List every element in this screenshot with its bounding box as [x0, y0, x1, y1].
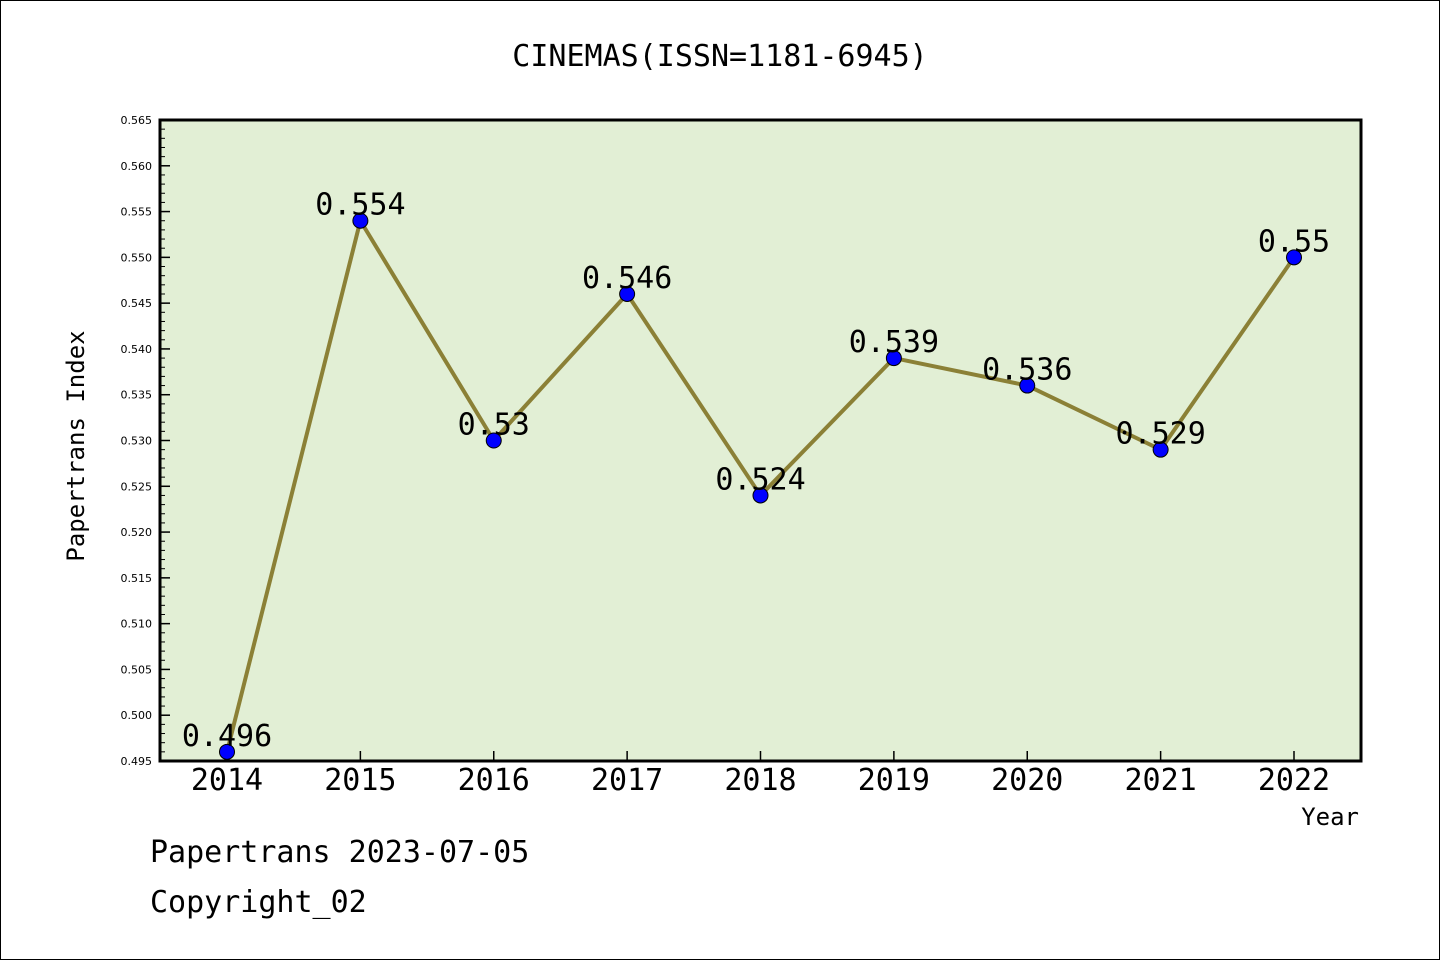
footer-copyright-line: Copyright_02 [150, 885, 367, 920]
data-point [219, 743, 235, 760]
x-tick-label: 2017 [591, 763, 663, 798]
y-tick-label: 0.550 [121, 251, 153, 264]
data-point [885, 350, 902, 367]
data-label: 0.53 [458, 408, 530, 443]
y-tick-label: 0.510 [121, 618, 153, 631]
y-tick-label: 0.500 [121, 709, 153, 722]
data-label: 0.529 [1115, 417, 1205, 452]
plot-border [158, 118, 1363, 763]
data-label: 0.536 [982, 353, 1072, 388]
x-axis-ticks: 2014 2015 2016 2017 2018 2019 2020 2021 2022 [191, 751, 1330, 798]
data-label: 0.55 [1258, 224, 1330, 259]
chart-title: CINEMAS(ISSN=1181-6945) [512, 39, 927, 74]
data-point [485, 432, 502, 449]
y-tick-label: 0.530 [121, 435, 153, 448]
data-point [1152, 441, 1169, 458]
data-label: 0.554 [315, 188, 405, 223]
x-axis-label: Year [1301, 803, 1359, 831]
x-tick-label: 2019 [858, 763, 930, 798]
x-tick-label: 2020 [991, 763, 1063, 798]
data-label: 0.546 [582, 261, 672, 296]
data-labels: 0.496 0.554 0.53 0.546 0.524 0.539 0.536 0.529 0… [182, 188, 1330, 754]
y-tick-label: 0.565 [121, 114, 153, 127]
y-tick-label: 0.525 [121, 480, 153, 493]
x-tick-label: 2021 [1125, 763, 1197, 798]
y-tick-label: 0.520 [121, 526, 153, 539]
y-tick-label: 0.560 [121, 160, 153, 173]
data-label: 0.524 [715, 462, 805, 497]
x-tick-label: 2015 [324, 763, 396, 798]
x-tick-label: 2022 [1258, 763, 1330, 798]
y-tick-label: 0.505 [121, 663, 153, 676]
x-tick-label: 2018 [724, 763, 796, 798]
data-label: 0.496 [182, 719, 272, 754]
y-tick-label: 0.540 [121, 343, 153, 356]
y-axis-ticks: 0.495 0.500 0.505 0.510 0.515 0.520 0.525 0.530… [121, 114, 170, 768]
x-tick-label: 2016 [458, 763, 530, 798]
data-label: 0.539 [849, 325, 939, 360]
data-point [752, 487, 769, 504]
data-point [1286, 249, 1302, 266]
y-tick-label: 0.545 [121, 297, 153, 310]
series-markers [219, 212, 1302, 760]
y-tick-label: 0.535 [121, 389, 153, 402]
footer-date-line: Papertrans 2023-07-05 [150, 835, 530, 870]
y-tick-label: 0.495 [121, 755, 153, 768]
data-point [1019, 377, 1036, 394]
x-tick-label: 2014 [191, 763, 263, 798]
y-axis-label: Papertrans Index [62, 330, 90, 561]
y-tick-label: 0.555 [121, 206, 153, 219]
y-tick-label: 0.515 [121, 572, 153, 585]
data-point [619, 285, 636, 302]
data-point [352, 212, 369, 229]
